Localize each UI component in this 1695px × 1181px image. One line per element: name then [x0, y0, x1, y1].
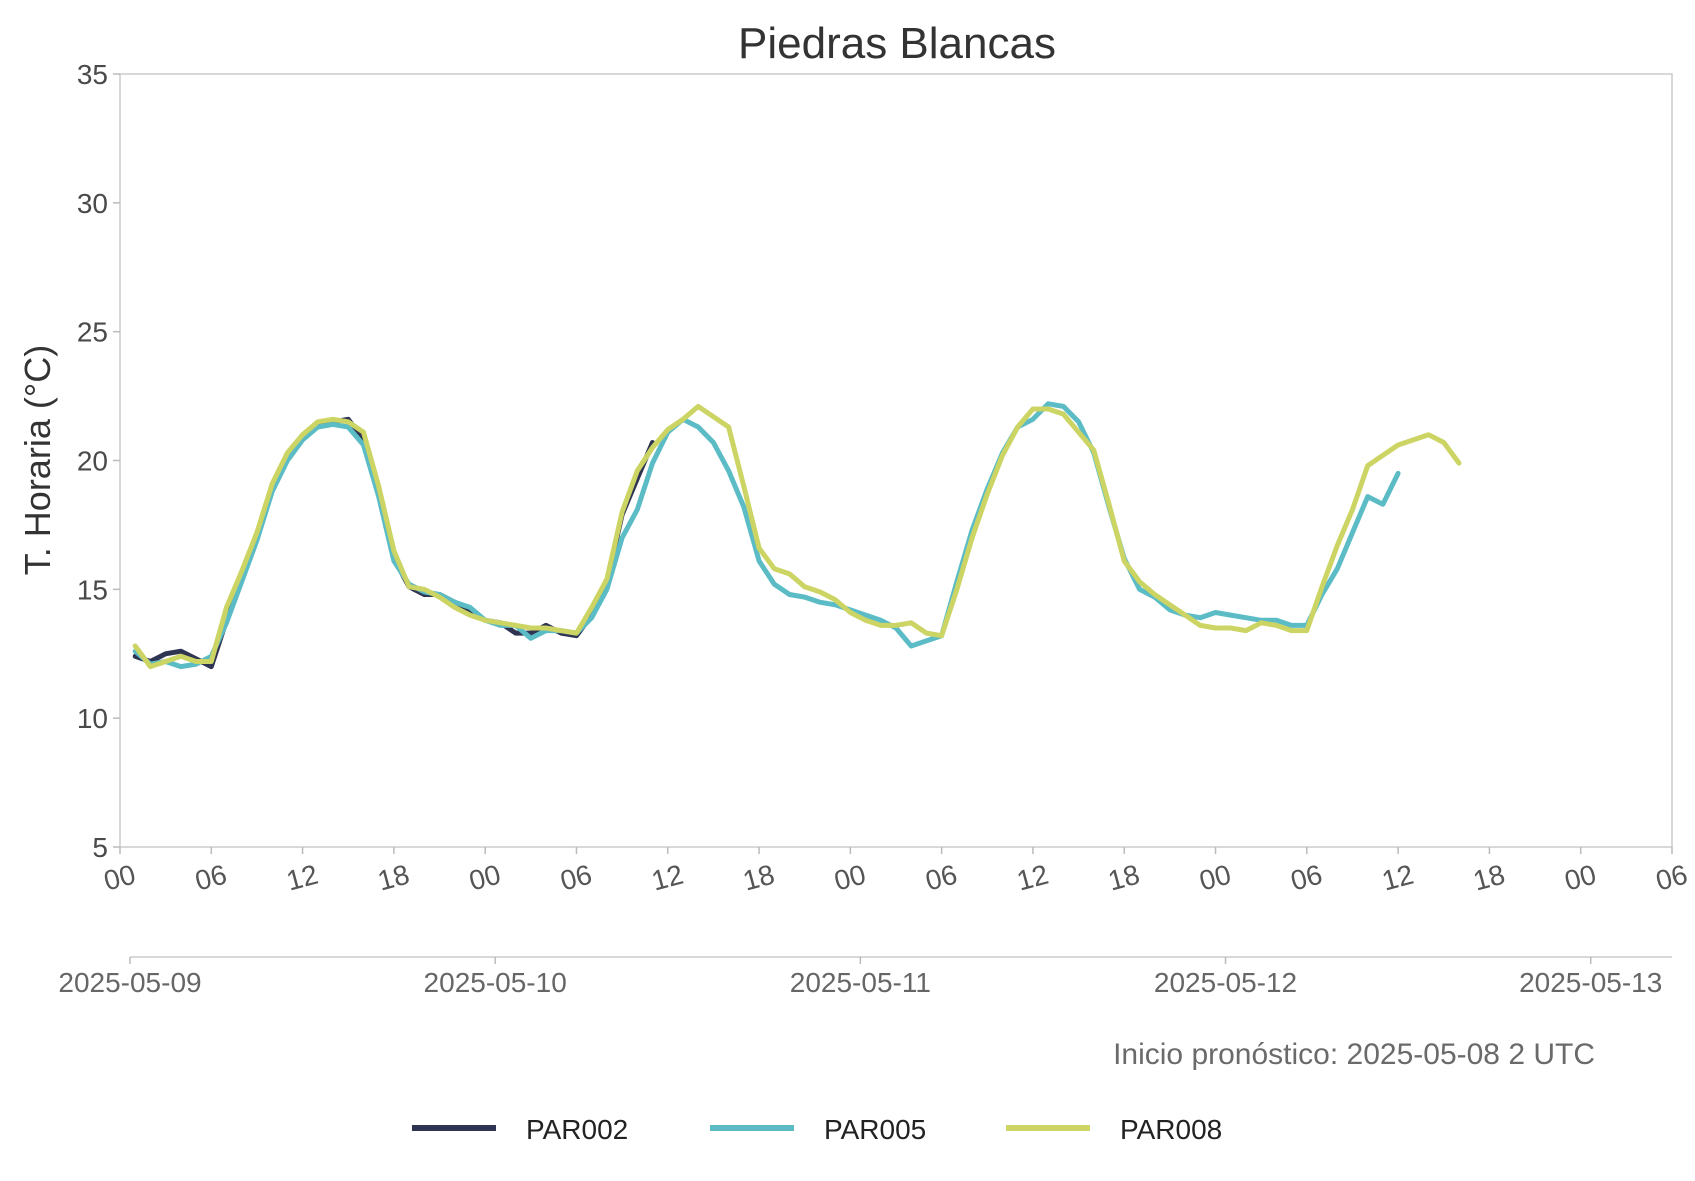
- y-tick-label: 35: [77, 59, 108, 90]
- legend-label-par002: PAR002: [526, 1114, 628, 1145]
- legend: PAR002 PAR005 PAR008: [412, 1114, 1222, 1145]
- y-tick-label: 20: [77, 446, 108, 477]
- x-axis-hour-ticks: 00 06 12 18 00 06 12 18 00 06 12 18 00 06 12 18 00 06: [101, 847, 1691, 897]
- x-tick-label: 00: [466, 859, 504, 897]
- x-tick-label: 06: [1653, 859, 1691, 897]
- series-points-par008: [135, 406, 1459, 666]
- x-tick-label: 06: [1287, 859, 1325, 897]
- x-tick-label: 18: [374, 859, 412, 897]
- x-tick-label: 12: [1013, 859, 1051, 897]
- x-tick-label: 18: [1470, 859, 1508, 897]
- x-tick-label: 00: [101, 859, 139, 897]
- y-axis-ticks: 5 10 15 20 25 30 35: [77, 59, 120, 863]
- y-axis-label: T. Horaria (°C): [17, 345, 58, 575]
- plot-frame: [120, 74, 1672, 847]
- x-tick-label: 06: [192, 859, 230, 897]
- x-tick-label: 18: [740, 859, 778, 897]
- y-tick-label: 25: [77, 317, 108, 348]
- y-tick-label: 5: [92, 832, 108, 863]
- x-tick-label: 18: [1105, 859, 1143, 897]
- x-tick-label: 12: [283, 859, 321, 897]
- x-axis-date-ticks: 2025-05-09 2025-05-10 2025-05-11 2025-05-12…: [58, 957, 1662, 998]
- x-tick-label: 00: [1561, 859, 1599, 897]
- forecast-start-note: Inicio pronóstico: 2025-05-08 2 UTC: [1113, 1038, 1595, 1071]
- date-tick-label: 2025-05-12: [1154, 967, 1297, 998]
- x-tick-label: 00: [1196, 859, 1234, 897]
- y-tick-label: 15: [77, 574, 108, 605]
- x-tick-label: 12: [648, 859, 686, 897]
- chart-title: Piedras Blancas: [738, 19, 1056, 68]
- x-tick-label: 00: [831, 859, 869, 897]
- legend-label-par005: PAR005: [824, 1114, 926, 1145]
- date-tick-label: 2025-05-13: [1519, 967, 1662, 998]
- date-tick-label: 2025-05-10: [424, 967, 567, 998]
- y-tick-label: 10: [77, 703, 108, 734]
- x-tick-label: 06: [557, 859, 595, 897]
- series-line-par008: [135, 406, 1459, 666]
- date-tick-label: 2025-05-09: [58, 967, 201, 998]
- x-tick-label: 06: [922, 859, 960, 897]
- x-tick-label: 12: [1379, 859, 1417, 897]
- date-tick-label: 2025-05-11: [790, 967, 931, 998]
- legend-label-par008: PAR008: [1120, 1114, 1222, 1145]
- series-lines: [135, 404, 1459, 667]
- y-tick-label: 30: [77, 188, 108, 219]
